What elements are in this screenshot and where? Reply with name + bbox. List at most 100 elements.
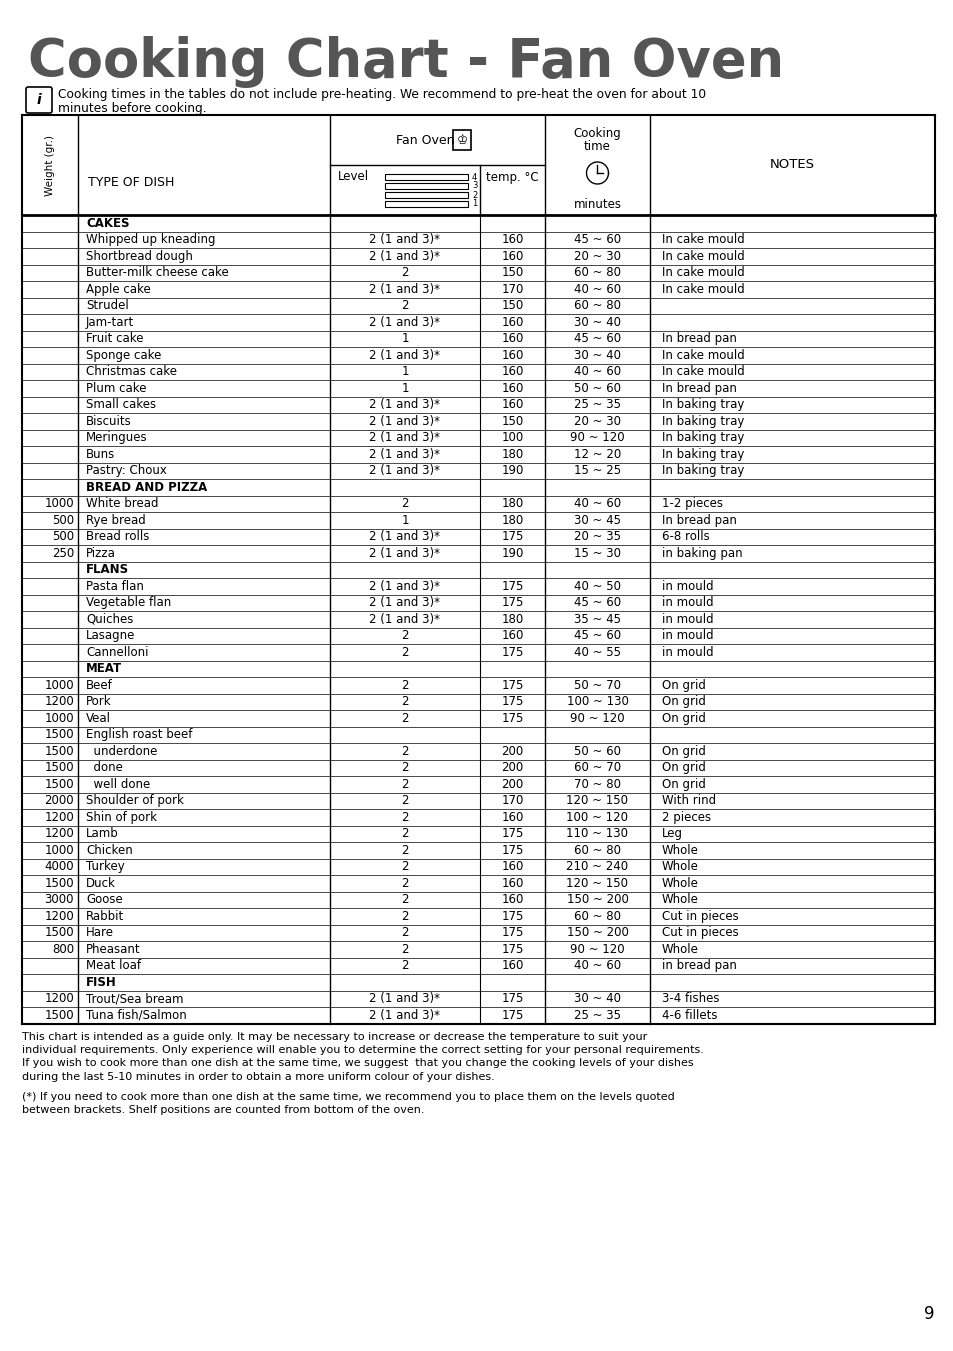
Text: 1: 1 <box>472 200 476 208</box>
FancyBboxPatch shape <box>26 86 52 113</box>
Text: 2: 2 <box>401 778 408 790</box>
Text: Pork: Pork <box>86 696 112 708</box>
Text: 2 (1 and 3)*: 2 (1 and 3)* <box>369 234 440 246</box>
Text: Plum cake: Plum cake <box>86 382 147 394</box>
Text: 170: 170 <box>500 282 523 296</box>
Text: Biscuits: Biscuits <box>86 415 132 428</box>
Text: 45 ~ 60: 45 ~ 60 <box>574 332 620 346</box>
Text: 2 (1 and 3)*: 2 (1 and 3)* <box>369 1009 440 1021</box>
Text: 2: 2 <box>401 712 408 724</box>
Text: 3000: 3000 <box>45 893 74 907</box>
Text: 200: 200 <box>501 761 523 774</box>
Text: 110 ~ 130: 110 ~ 130 <box>566 827 628 840</box>
Text: 180: 180 <box>501 497 523 511</box>
Text: Leg: Leg <box>661 827 682 840</box>
Text: Whole: Whole <box>661 861 699 873</box>
Text: Shin of pork: Shin of pork <box>86 811 157 824</box>
Text: 160: 160 <box>500 365 523 378</box>
Text: 40 ~ 60: 40 ~ 60 <box>574 282 620 296</box>
Text: 35 ~ 45: 35 ~ 45 <box>574 613 620 626</box>
Text: Rye bread: Rye bread <box>86 513 146 527</box>
Text: 50 ~ 60: 50 ~ 60 <box>574 382 620 394</box>
Text: 150 ~ 200: 150 ~ 200 <box>566 893 628 907</box>
Text: 30 ~ 40: 30 ~ 40 <box>574 349 620 362</box>
Text: 2 (1 and 3)*: 2 (1 and 3)* <box>369 415 440 428</box>
Text: 40 ~ 60: 40 ~ 60 <box>574 365 620 378</box>
Text: time: time <box>583 139 610 153</box>
Text: 20 ~ 30: 20 ~ 30 <box>574 415 620 428</box>
Text: 3-4 fishes: 3-4 fishes <box>661 992 719 1005</box>
Text: 1200: 1200 <box>44 811 74 824</box>
Text: 1000: 1000 <box>45 678 74 692</box>
Text: 180: 180 <box>501 447 523 461</box>
Text: 160: 160 <box>500 332 523 346</box>
Text: Hare: Hare <box>86 927 113 939</box>
Text: 1500: 1500 <box>45 927 74 939</box>
Text: 160: 160 <box>500 861 523 873</box>
Text: minutes before cooking.: minutes before cooking. <box>58 101 207 115</box>
Text: 175: 175 <box>500 530 523 543</box>
Text: 175: 175 <box>500 844 523 857</box>
Text: 250: 250 <box>51 547 74 559</box>
Text: 30 ~ 40: 30 ~ 40 <box>574 992 620 1005</box>
Text: 160: 160 <box>500 316 523 328</box>
Text: 1200: 1200 <box>44 992 74 1005</box>
Text: Lamb: Lamb <box>86 827 118 840</box>
Text: In bread pan: In bread pan <box>661 513 736 527</box>
Text: 160: 160 <box>500 630 523 642</box>
Text: Level: Level <box>337 170 369 184</box>
Text: 175: 175 <box>500 646 523 659</box>
Text: Cooking times in the tables do not include pre-heating. We recommend to pre-heat: Cooking times in the tables do not inclu… <box>58 88 705 101</box>
Text: 120 ~ 150: 120 ~ 150 <box>566 794 628 808</box>
Text: In cake mould: In cake mould <box>661 282 744 296</box>
Text: 2 (1 and 3)*: 2 (1 and 3)* <box>369 596 440 609</box>
Text: FISH: FISH <box>86 975 116 989</box>
Text: Chicken: Chicken <box>86 844 132 857</box>
Text: 180: 180 <box>501 513 523 527</box>
Text: TYPE OF DISH: TYPE OF DISH <box>88 177 174 189</box>
Text: ♔: ♔ <box>456 134 468 146</box>
Text: 90 ~ 120: 90 ~ 120 <box>570 712 624 724</box>
Text: 1000: 1000 <box>45 844 74 857</box>
Text: 160: 160 <box>500 811 523 824</box>
Text: (*) If you need to cook more than one dish at the same time, we recommend you to: (*) If you need to cook more than one di… <box>22 1092 674 1101</box>
Text: 2 (1 and 3)*: 2 (1 and 3)* <box>369 399 440 411</box>
Text: i: i <box>36 93 41 107</box>
Text: 175: 175 <box>500 678 523 692</box>
Text: 175: 175 <box>500 696 523 708</box>
Text: 2: 2 <box>401 811 408 824</box>
Text: 2 (1 and 3)*: 2 (1 and 3)* <box>369 431 440 444</box>
Text: 200: 200 <box>501 778 523 790</box>
Text: 100 ~ 120: 100 ~ 120 <box>566 811 628 824</box>
Text: 40 ~ 50: 40 ~ 50 <box>574 580 620 593</box>
Text: 2 (1 and 3)*: 2 (1 and 3)* <box>369 613 440 626</box>
Text: In cake mould: In cake mould <box>661 349 744 362</box>
Text: Vegetable flan: Vegetable flan <box>86 596 172 609</box>
Text: 500: 500 <box>51 530 74 543</box>
Text: Buns: Buns <box>86 447 115 461</box>
Text: 1-2 pieces: 1-2 pieces <box>661 497 722 511</box>
Text: On grid: On grid <box>661 696 705 708</box>
Text: 2: 2 <box>401 678 408 692</box>
Text: 120 ~ 150: 120 ~ 150 <box>566 877 628 890</box>
Text: 30 ~ 45: 30 ~ 45 <box>574 513 620 527</box>
Text: 45 ~ 60: 45 ~ 60 <box>574 234 620 246</box>
Text: MEAT: MEAT <box>86 662 122 676</box>
Text: 12 ~ 20: 12 ~ 20 <box>574 447 620 461</box>
Text: Pizza: Pizza <box>86 547 115 559</box>
Text: 60 ~ 70: 60 ~ 70 <box>574 761 620 774</box>
Text: 1200: 1200 <box>44 827 74 840</box>
Text: In baking tray: In baking tray <box>661 465 743 477</box>
Text: 150: 150 <box>501 266 523 280</box>
Text: 2: 2 <box>401 877 408 890</box>
Text: 150 ~ 200: 150 ~ 200 <box>566 927 628 939</box>
Text: In baking tray: In baking tray <box>661 431 743 444</box>
Text: 2: 2 <box>401 266 408 280</box>
Text: 2: 2 <box>401 497 408 511</box>
Text: 2: 2 <box>401 927 408 939</box>
Bar <box>385 201 468 207</box>
Text: 2 (1 and 3)*: 2 (1 and 3)* <box>369 580 440 593</box>
Text: 175: 175 <box>500 909 523 923</box>
Text: 45 ~ 60: 45 ~ 60 <box>574 630 620 642</box>
Text: This chart is intended as a guide only. It may be necessary to increase or decre: This chart is intended as a guide only. … <box>22 1032 646 1042</box>
